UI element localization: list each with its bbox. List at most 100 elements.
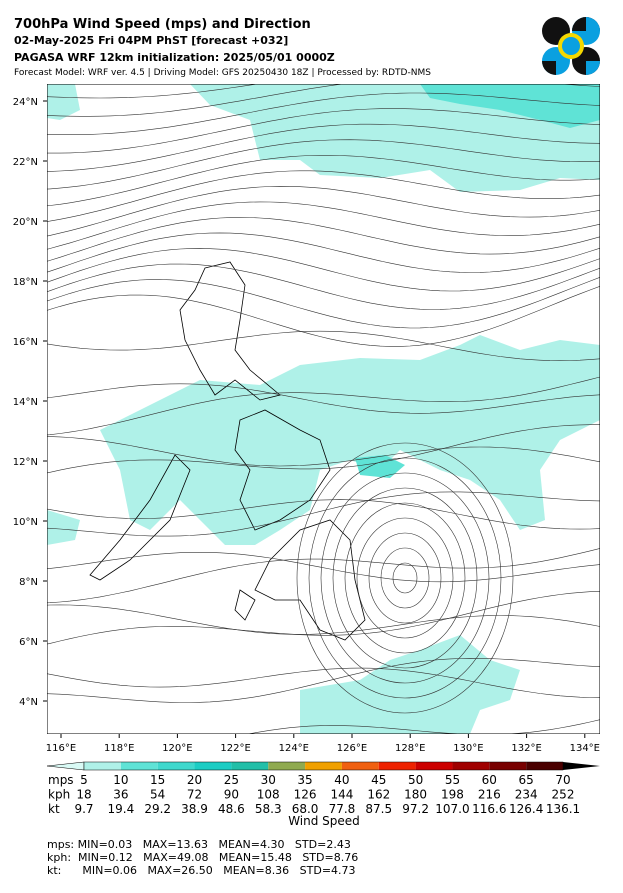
lon-label: 130°E xyxy=(453,743,483,754)
streamline xyxy=(47,667,600,698)
level-label: 70 xyxy=(555,773,570,787)
colorbar-cell xyxy=(526,762,563,770)
lat-label: 8°N xyxy=(19,577,38,588)
streamline xyxy=(246,719,600,734)
colorbar-cell xyxy=(84,762,121,770)
colorbar-cell xyxy=(415,762,453,770)
level-label: 15 xyxy=(150,773,165,787)
vortex-line xyxy=(332,487,478,669)
colorbar-cell xyxy=(194,762,232,770)
lon-label: 124°E xyxy=(279,743,309,754)
lat-label: 20°N xyxy=(13,217,38,228)
unit-label: mps xyxy=(48,773,74,787)
streamline xyxy=(47,84,259,99)
level-label: 234 xyxy=(515,788,538,802)
level-label: 38.9 xyxy=(181,802,208,816)
lat-label: 18°N xyxy=(13,277,38,288)
colorbar-cell xyxy=(120,762,158,770)
level-label: 126.4 xyxy=(509,802,543,816)
streamline xyxy=(47,232,600,273)
lon-label: 120°E xyxy=(162,743,192,754)
stats-line: kt: MIN=0.06 MAX=26.50 MEAN=8.36 STD=4.7… xyxy=(47,864,356,877)
stats-line: kph: MIN=0.12 MAX=49.08 MEAN=15.48 STD=8… xyxy=(47,851,358,864)
lon-label: 132°E xyxy=(511,743,541,754)
level-label: 18 xyxy=(76,788,91,802)
subtitle: 02-May-2025 Fri 04PM PhST [forecast +032… xyxy=(14,34,288,47)
streamline xyxy=(47,92,600,135)
lat-label: 10°N xyxy=(13,517,38,528)
lat-label: 14°N xyxy=(13,397,38,408)
level-label: 65 xyxy=(519,773,534,787)
level-label: 162 xyxy=(367,788,390,802)
level-label: 72 xyxy=(187,788,202,802)
colorbar: mps 5 10 15 20 25 30 35 40 45 50 55 60 65 70 kph 18 36 54 7… xyxy=(46,761,600,816)
level-label: 180 xyxy=(404,788,427,802)
level-label: 9.7 xyxy=(74,802,93,816)
level-label: 35 xyxy=(297,773,312,787)
streamline xyxy=(47,170,600,222)
streamline xyxy=(47,551,600,583)
lat-label: 24°N xyxy=(13,97,38,108)
lon-label: 116°E xyxy=(46,743,76,754)
colorbar-cell xyxy=(157,762,195,770)
level-label: 126 xyxy=(294,788,317,802)
streamline xyxy=(47,276,600,329)
lat-label: 16°N xyxy=(13,337,38,348)
streamline xyxy=(47,436,600,467)
colorbar-cell xyxy=(231,762,269,770)
lat-label: 22°N xyxy=(13,157,38,168)
vortex-line xyxy=(296,442,514,714)
level-label: 20 xyxy=(187,773,202,787)
level-label: 45 xyxy=(371,773,386,787)
streamline xyxy=(47,201,600,250)
coastline xyxy=(89,261,366,641)
streamline xyxy=(47,548,600,604)
level-label: 25 xyxy=(224,773,239,787)
level-label: 144 xyxy=(330,788,353,802)
colorbar-cell xyxy=(489,762,527,770)
streamlines xyxy=(47,84,600,734)
lat-label: 12°N xyxy=(13,457,38,468)
streamline xyxy=(47,499,600,530)
lat-label: 4°N xyxy=(19,697,38,708)
streamline xyxy=(47,604,600,635)
level-label: 252 xyxy=(552,788,575,802)
level-label: 68.0 xyxy=(292,802,319,816)
lon-label: 128°E xyxy=(395,743,425,754)
vortex-line xyxy=(380,547,430,609)
level-label: 29.2 xyxy=(144,802,171,816)
colorbar-cell xyxy=(268,762,306,770)
level-label: 40 xyxy=(334,773,349,787)
level-label: 97.2 xyxy=(402,802,429,816)
streamline xyxy=(47,376,600,436)
stats-line: mps: MIN=0.03 MAX=13.63 MEAN=4.30 STD=2.… xyxy=(47,838,351,851)
vortex-line xyxy=(344,502,466,654)
streamline xyxy=(47,263,600,310)
streamline xyxy=(47,285,600,347)
streamline xyxy=(47,383,600,414)
level-label: 54 xyxy=(150,788,165,802)
level-label: 36 xyxy=(113,788,128,802)
streamline xyxy=(47,330,600,362)
level-label: 198 xyxy=(441,788,464,802)
level-label: 30 xyxy=(261,773,276,787)
streamline xyxy=(47,185,600,237)
streamline xyxy=(47,108,600,154)
axes: 24°N 22°N 20°N 18°N 16°N 14°N 12°N 10°N 8°N 6°N 4°… xyxy=(13,97,600,754)
level-label: 55 xyxy=(445,773,460,787)
colorbar-end xyxy=(46,761,85,771)
lon-label: 118°E xyxy=(104,743,134,754)
level-label: 5 xyxy=(80,773,88,787)
vortex-line xyxy=(308,457,502,699)
unit-label: kt xyxy=(48,802,60,816)
streamline xyxy=(47,657,600,703)
streamline xyxy=(47,217,600,262)
level-label: 136.1 xyxy=(546,802,580,816)
vortex-line xyxy=(320,472,490,684)
level-label: 77.8 xyxy=(329,802,356,816)
streamline xyxy=(47,123,600,172)
streamline xyxy=(47,248,600,292)
vortex-line xyxy=(392,562,418,594)
streamline xyxy=(47,590,600,645)
model-info: Forecast Model: WRF ver. 4.5 | Driving M… xyxy=(14,68,431,78)
